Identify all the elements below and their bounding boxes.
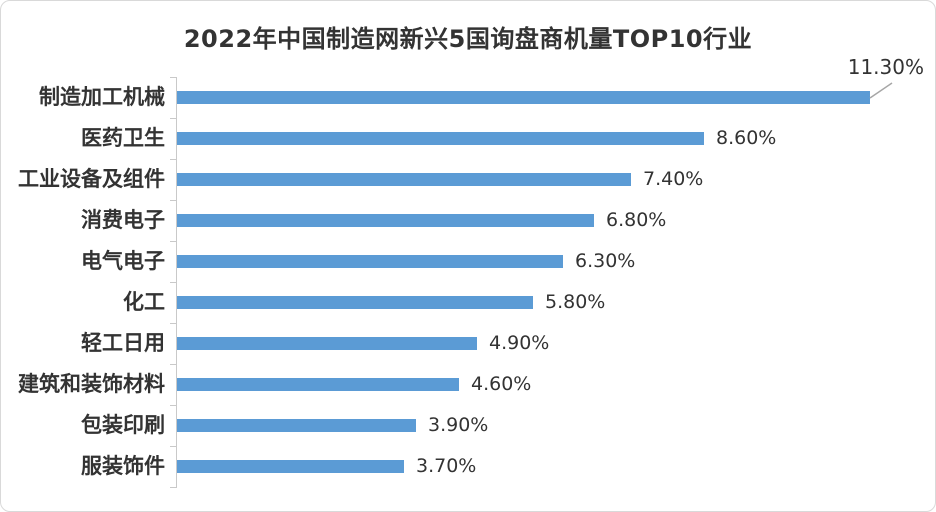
bar xyxy=(177,173,631,186)
axis-tick xyxy=(170,200,176,201)
value-label: 4.90% xyxy=(489,332,550,354)
axis-tick xyxy=(170,446,176,447)
value-label: 6.30% xyxy=(575,250,636,272)
bar xyxy=(177,460,404,473)
chart-title-prefix: 2022年中国制造网新兴5国询盘商机量 xyxy=(183,25,613,53)
plot-area: 制造加工机械 医药卫生 8.60% 工业设备及组件 7.40% 消费电子 6.8… xyxy=(1,55,936,491)
value-label: 3.90% xyxy=(428,414,489,436)
value-label: 7.40% xyxy=(643,168,704,190)
axis-tick xyxy=(170,323,176,324)
value-label: 6.80% xyxy=(606,209,667,231)
axis-tick xyxy=(170,364,176,365)
value-label: 4.60% xyxy=(471,373,532,395)
chart-title-suffix: 行业 xyxy=(703,25,753,53)
value-label: 3.70% xyxy=(416,455,477,477)
bar-row: 化工 5.80% xyxy=(1,282,936,323)
category-label: 制造加工机械 xyxy=(39,85,165,109)
axis-tick xyxy=(170,77,176,78)
bar-row: 建筑和装饰材料 4.60% xyxy=(1,364,936,405)
bar-row: 工业设备及组件 7.40% xyxy=(1,159,936,200)
axis-tick xyxy=(170,159,176,160)
axis-tick xyxy=(170,282,176,283)
bar-row: 制造加工机械 xyxy=(1,77,936,118)
bar-row: 包装印刷 3.90% xyxy=(1,405,936,446)
chart-title-highlight: TOP10 xyxy=(612,25,704,53)
category-label: 化工 xyxy=(123,290,165,314)
category-label: 包装印刷 xyxy=(81,413,165,437)
category-label: 建筑和装饰材料 xyxy=(18,372,165,396)
callout-value-label: 11.30% xyxy=(847,55,924,79)
category-label: 工业设备及组件 xyxy=(18,167,165,191)
callout-leader-line xyxy=(869,82,893,99)
axis-tick xyxy=(170,487,176,488)
bar xyxy=(177,132,704,145)
axis-tick xyxy=(170,241,176,242)
category-label: 服装饰件 xyxy=(81,454,165,478)
value-label: 8.60% xyxy=(716,127,777,149)
value-label: 5.80% xyxy=(545,291,606,313)
chart-title: 2022年中国制造网新兴5国询盘商机量TOP10行业 xyxy=(1,19,935,54)
category-label: 电气电子 xyxy=(81,249,165,273)
bar xyxy=(177,337,477,350)
bar-row: 电气电子 6.30% xyxy=(1,241,936,282)
bar xyxy=(177,419,416,432)
bar xyxy=(177,296,533,309)
axis-tick xyxy=(170,405,176,406)
bar-row: 消费电子 6.80% xyxy=(1,200,936,241)
bar xyxy=(177,214,594,227)
bar xyxy=(177,91,870,104)
category-label: 轻工日用 xyxy=(81,331,165,355)
category-axis-line xyxy=(176,77,177,488)
bar xyxy=(177,378,459,391)
bar xyxy=(177,255,563,268)
bar-row: 轻工日用 4.90% xyxy=(1,323,936,364)
bar-row: 服装饰件 3.70% xyxy=(1,446,936,487)
axis-tick xyxy=(170,118,176,119)
category-label: 消费电子 xyxy=(81,208,165,232)
category-label: 医药卫生 xyxy=(81,126,165,150)
bar-row: 医药卫生 8.60% xyxy=(1,118,936,159)
